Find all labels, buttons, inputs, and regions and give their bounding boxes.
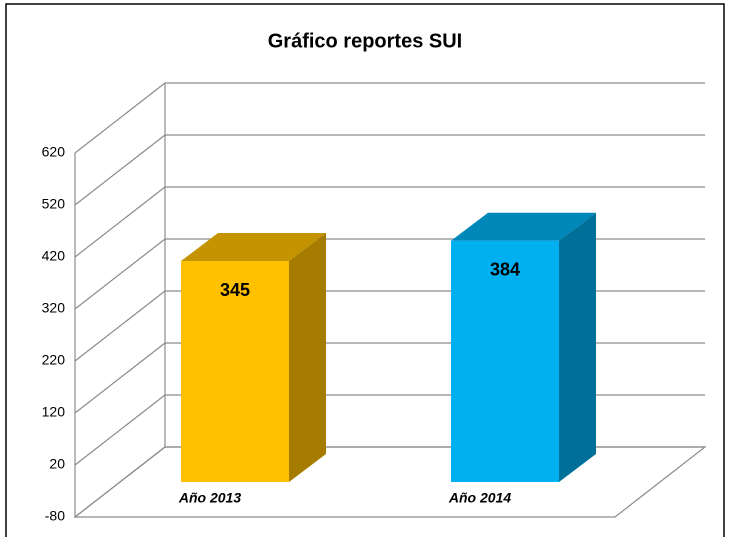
bar-side (559, 212, 596, 482)
bar-top (181, 233, 326, 261)
chart-title: Gráfico reportes SUI (268, 30, 463, 52)
grid-line (74, 186, 705, 258)
y-tick-label: 520 (42, 196, 66, 212)
bar (181, 261, 289, 482)
y-tick-label: -80 (45, 508, 65, 524)
x-tick-label: Año 2013 (178, 490, 241, 506)
chart-frame (5, 3, 725, 537)
y-tick-label: 20 (49, 456, 65, 472)
data-label: 384 (490, 259, 520, 279)
grid-line (74, 82, 705, 154)
x-tick-label: Año 2014 (448, 490, 511, 506)
bar-side (289, 233, 326, 482)
y-tick-label: 620 (42, 144, 66, 160)
y-tick-label: 220 (42, 352, 66, 368)
data-label: 345 (220, 280, 250, 300)
bar (451, 240, 559, 482)
bar-top (451, 212, 596, 241)
y-tick-label: 120 (42, 404, 66, 420)
grid-line (74, 134, 705, 206)
y-tick-label: 320 (42, 300, 66, 316)
y-tick-label: 420 (42, 248, 66, 264)
